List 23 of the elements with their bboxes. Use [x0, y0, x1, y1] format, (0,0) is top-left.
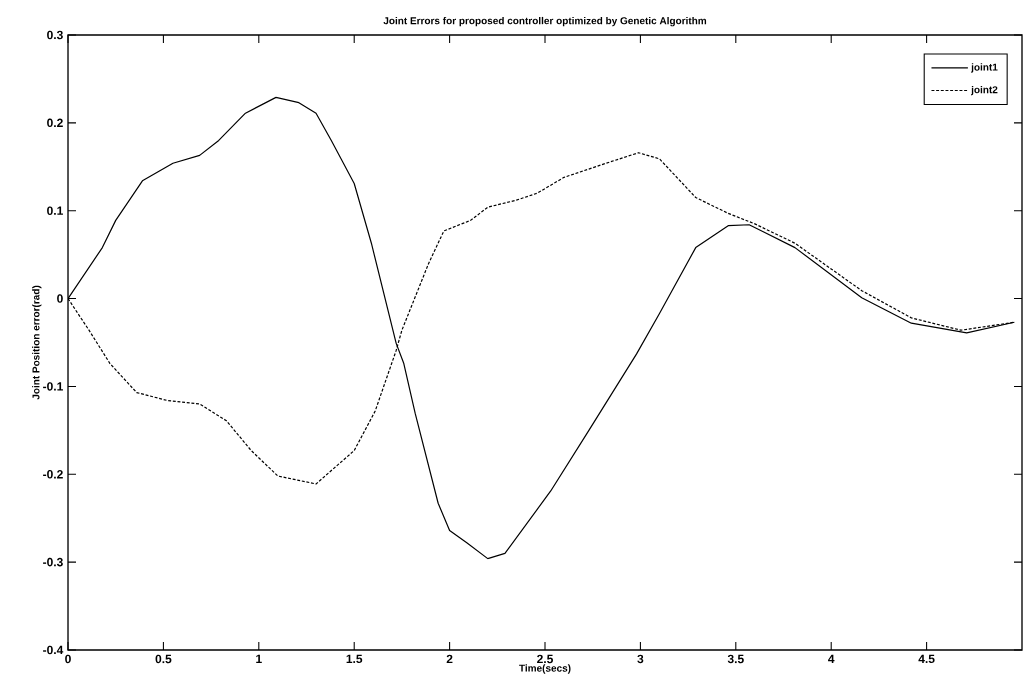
y-tick-label: -0.3	[43, 557, 63, 567]
x-tick-label: 1	[256, 654, 262, 663]
y-tick-label: 0.2	[47, 118, 63, 128]
y-tick-label: 0.3	[47, 30, 63, 40]
y-axis-title: Joint Position error(rad)	[32, 285, 42, 400]
x-tick-label: 0.5	[155, 654, 172, 664]
x-tick-label: 3.5	[727, 654, 744, 664]
x-tick-label: 3	[637, 654, 644, 664]
y-tick-label: 0.1	[47, 206, 63, 215]
y-tick-label: -0.2	[43, 470, 63, 479]
x-tick-label: 1.5	[346, 654, 363, 664]
x-tick-label: 4	[828, 654, 835, 663]
x-tick-label: 4.5	[918, 654, 935, 664]
x-tick-label: 0	[65, 654, 71, 664]
y-tick-label: 0	[57, 294, 63, 303]
x-tick-label: 2	[446, 654, 453, 664]
x-tick-label: 2.5	[537, 654, 554, 664]
legend-label: joint2	[971, 85, 998, 96]
y-tick-label: -0.4	[43, 645, 64, 655]
legend-label: joint1	[971, 63, 998, 73]
x-axis-title: Time(secs)	[519, 664, 571, 674]
chart-title: Joint Errors for proposed controller optimized by Genetic Algorithm	[383, 16, 707, 27]
y-tick-label: -0.1	[43, 382, 63, 391]
